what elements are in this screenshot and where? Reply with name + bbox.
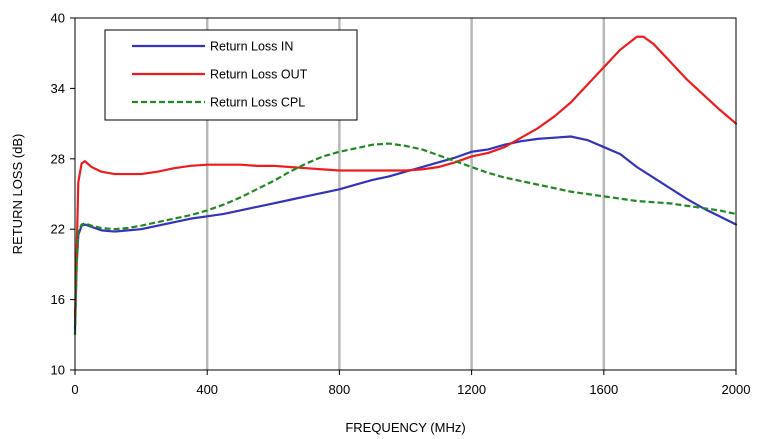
x-tick-label: 400 [196, 382, 218, 397]
legend-label-1: Return Loss IN [210, 40, 293, 54]
legend-label-2: Return Loss OUT [210, 68, 308, 82]
y-axis-title: RETURN LOSS (dB) [10, 134, 25, 255]
legend-label-3: Return Loss CPL [210, 96, 305, 110]
y-tick-label: 40 [51, 11, 65, 26]
series-line-2 [73, 35, 738, 319]
x-tick-label: 1200 [457, 382, 486, 397]
series-lines [73, 35, 738, 335]
x-axis-title: FREQUENCY (MHz) [345, 420, 465, 435]
y-tick-label: 22 [51, 222, 65, 237]
x-tick-label: 0 [71, 382, 78, 397]
y-tick-label: 10 [51, 363, 65, 378]
axis-ticks: 0 400 800 1200 1600 2000 10 16 22 28 34 40 [51, 11, 751, 398]
x-tick-label: 2000 [722, 382, 751, 397]
plot-border [74, 17, 737, 371]
y-tick-label: 28 [51, 151, 65, 166]
series-line-3 [73, 142, 737, 335]
series-line-1 [73, 135, 738, 331]
x-tick-label: 1600 [589, 382, 618, 397]
legend: Return Loss IN Return Loss OUT Return Loss… [104, 29, 358, 121]
x-tick-label: 800 [329, 382, 351, 397]
y-tick-label: 34 [51, 81, 65, 96]
y-tick-label: 16 [51, 292, 65, 307]
